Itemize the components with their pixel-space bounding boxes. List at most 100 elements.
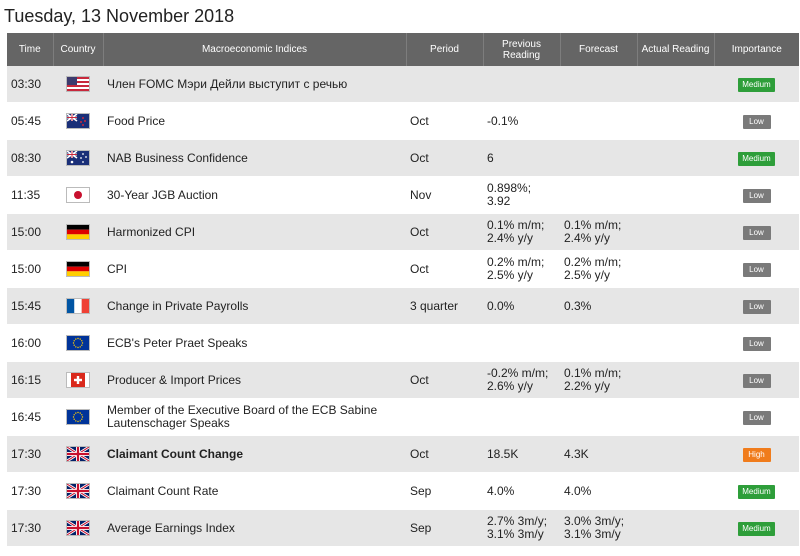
- table-row[interactable]: 03:30 Член FOMC Мэри Дейли выступит с реч…: [7, 66, 799, 103]
- table-row[interactable]: 16:45 Member of the Executive Board of th…: [7, 398, 799, 436]
- event-time: 17:30: [7, 435, 53, 473]
- importance-badge: Low: [742, 225, 771, 240]
- event-period: Oct: [406, 139, 483, 177]
- table-row[interactable]: 15:00 Harmonized CPI Oct 0.1% m/m; 2.4% y/y 0…: [7, 213, 799, 251]
- event-country: [53, 213, 103, 251]
- event-actual: [637, 324, 714, 362]
- event-previous: 0.2% m/m; 2.5% y/y: [483, 250, 560, 288]
- importance-badge: Medium: [738, 484, 775, 499]
- event-time: 03:30: [7, 66, 53, 103]
- event-name[interactable]: Claimant Count Rate: [103, 472, 406, 510]
- event-country: [53, 435, 103, 473]
- event-period: [406, 66, 483, 103]
- event-actual: [637, 435, 714, 473]
- event-time: 17:30: [7, 509, 53, 547]
- table-row[interactable]: 15:00 CPI Oct 0.2% m/m; 2.5% y/y 0.2% m/m; 2.5…: [7, 250, 799, 288]
- event-importance: Low: [714, 324, 799, 362]
- col-importance[interactable]: Importance: [714, 33, 799, 66]
- event-time: 17:30: [7, 472, 53, 510]
- event-name[interactable]: NAB Business Confidence: [103, 139, 406, 177]
- event-name[interactable]: Member of the Executive Board of the ECB…: [103, 398, 406, 436]
- table-row[interactable]: 11:35 30-Year JGB Auction Nov 0.898%; 3.92 Lo…: [7, 176, 799, 214]
- event-importance: Low: [714, 398, 799, 436]
- table-row[interactable]: 17:30 Claimant Count Change Oct 18.5K 4.3K Hi…: [7, 435, 799, 473]
- event-previous: [483, 398, 560, 436]
- event-time: 16:15: [7, 361, 53, 399]
- au-flag-icon: [66, 150, 89, 165]
- event-time: 15:00: [7, 250, 53, 288]
- event-period: [406, 398, 483, 436]
- event-period: 3 quarter: [406, 287, 483, 325]
- col-country[interactable]: Country: [53, 33, 104, 66]
- event-period: Oct: [406, 361, 483, 399]
- importance-badge: Low: [742, 114, 771, 129]
- col-previous[interactable]: Previous Reading: [483, 33, 561, 66]
- us-flag-icon: [67, 77, 89, 91]
- event-name[interactable]: Harmonized CPI: [103, 213, 406, 251]
- event-forecast: [560, 66, 637, 103]
- event-previous: 6: [483, 139, 560, 177]
- event-country: [53, 176, 103, 214]
- table-row[interactable]: 15:45 Change in Private Payrolls 3 quarter…: [7, 287, 799, 325]
- importance-badge: Low: [742, 299, 771, 314]
- event-actual: [637, 472, 714, 510]
- importance-badge: Low: [742, 188, 771, 203]
- importance-badge: Low: [742, 336, 771, 351]
- event-name[interactable]: Change in Private Payrolls: [103, 287, 406, 325]
- table-row[interactable]: 08:30 NAB Business Confidence Oct 6 Medium: [7, 139, 799, 177]
- event-actual: [637, 213, 714, 251]
- col-period[interactable]: Period: [406, 33, 484, 66]
- event-country: [53, 398, 103, 436]
- event-name[interactable]: Член FOMC Мэри Дейли выступит с речью: [103, 66, 406, 103]
- table-row[interactable]: 16:00 ECB's Peter Praet Speaks Low: [7, 324, 799, 362]
- event-forecast: 0.1% m/m; 2.4% y/y: [560, 213, 637, 251]
- event-name[interactable]: Food Price: [103, 102, 406, 140]
- event-country: [53, 472, 103, 510]
- event-name[interactable]: ECB's Peter Praet Speaks: [103, 324, 406, 362]
- event-name[interactable]: Claimant Count Change: [103, 435, 406, 473]
- event-time: 11:35: [7, 176, 53, 214]
- table-row[interactable]: 17:30 Claimant Count Rate Sep 4.0% 4.0% Mediu…: [7, 472, 799, 510]
- event-forecast: 4.3K: [560, 435, 637, 473]
- event-name[interactable]: 30-Year JGB Auction: [103, 176, 406, 214]
- event-name[interactable]: Average Earnings Index: [103, 509, 406, 547]
- event-importance: Medium: [714, 472, 799, 510]
- event-period: Oct: [406, 250, 483, 288]
- eu-flag-icon: [67, 410, 89, 424]
- event-name[interactable]: CPI: [103, 250, 406, 288]
- event-time: 15:45: [7, 287, 53, 325]
- event-actual: [637, 398, 714, 436]
- event-country: [53, 509, 103, 547]
- event-forecast: 0.2% m/m; 2.5% y/y: [560, 250, 637, 288]
- col-time[interactable]: Time: [7, 33, 54, 66]
- eu-flag-icon: [67, 336, 89, 350]
- col-indices[interactable]: Macroeconomic Indices: [103, 33, 407, 66]
- event-time: 16:00: [7, 324, 53, 362]
- de-flag-icon: [67, 225, 89, 239]
- event-previous: 18.5K: [483, 435, 560, 473]
- event-importance: Low: [714, 176, 799, 214]
- uk-flag-icon: [66, 519, 90, 537]
- jp-flag-icon: [67, 188, 89, 202]
- col-forecast[interactable]: Forecast: [560, 33, 638, 66]
- event-country: [53, 102, 103, 140]
- importance-badge: Medium: [738, 521, 775, 536]
- col-actual[interactable]: Actual Reading: [637, 33, 715, 66]
- event-previous: -0.2% m/m; 2.6% y/y: [483, 361, 560, 399]
- event-importance: Low: [714, 361, 799, 399]
- event-previous: 4.0%: [483, 472, 560, 510]
- event-forecast: [560, 324, 637, 362]
- table-row[interactable]: 16:15 Producer & Import Prices Oct -0.2% m/…: [7, 361, 799, 399]
- event-previous: [483, 66, 560, 103]
- event-period: Sep: [406, 509, 483, 547]
- event-importance: Medium: [714, 509, 799, 547]
- event-importance: Low: [714, 213, 799, 251]
- table-row[interactable]: 05:45 Food Price Oct -0.1% Low: [7, 102, 799, 140]
- table-row[interactable]: 17:30 Average Earnings Index Sep 2.7% 3m/y;…: [7, 509, 799, 547]
- event-name[interactable]: Producer & Import Prices: [103, 361, 406, 399]
- importance-badge: High: [742, 447, 771, 462]
- event-actual: [637, 102, 714, 140]
- event-forecast: 0.1% m/m; 2.2% y/y: [560, 361, 637, 399]
- event-importance: Low: [714, 287, 799, 325]
- event-forecast: [560, 102, 637, 140]
